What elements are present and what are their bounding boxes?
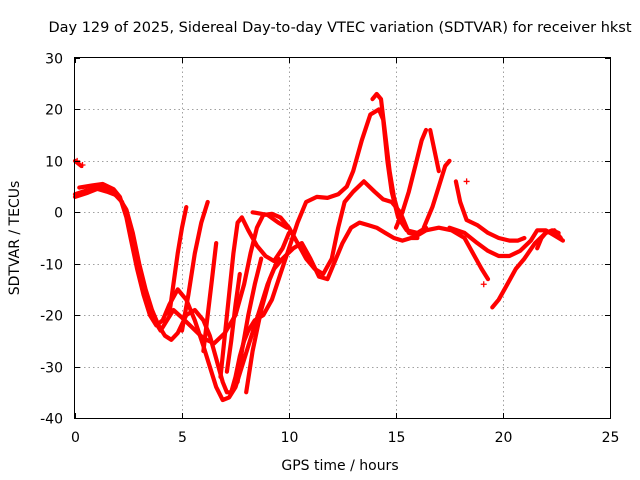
series-trace-arc-o (421, 158, 452, 230)
y-tick-label: -30 (40, 361, 63, 377)
series-trace-arc-p (428, 127, 441, 174)
y-axis-label: SDTVAR / TECUs (7, 181, 23, 296)
data-point-marker (480, 281, 487, 288)
series-trace-arc-n (393, 127, 429, 230)
x-tick-label: 5 (178, 430, 187, 446)
y-tick-label: 10 (45, 155, 63, 171)
data-point-marker (74, 157, 81, 164)
series-trace-arc-f (201, 241, 219, 354)
series-trace-arc-m (370, 91, 401, 215)
series-trace-arc-i (244, 256, 281, 395)
x-tick-label: 20 (495, 430, 513, 446)
data-point-marker (463, 178, 470, 185)
y-tick-label: -10 (40, 258, 63, 274)
x-tick-label: 0 (71, 430, 80, 446)
y-tick-label: -40 (40, 412, 63, 428)
data-point-marker (79, 161, 86, 168)
series-trace-arc-h (235, 256, 264, 385)
grid-lines (75, 58, 610, 418)
y-tick-label: 20 (45, 103, 63, 119)
x-tick-label: 10 (281, 430, 299, 446)
x-tick-label: 25 (602, 430, 620, 446)
series-trace-arc-c (77, 181, 420, 403)
series-trace-arc-j (224, 271, 242, 374)
y-tick-label: 0 (54, 206, 63, 222)
y-tick-label: 30 (45, 52, 63, 68)
data-traces (72, 91, 566, 403)
series-trace-arc-d (167, 205, 189, 318)
series-trace-arc-q (453, 179, 527, 243)
x-axis-label: GPS time / hours (281, 458, 398, 474)
y-tick-label: -20 (40, 309, 63, 325)
x-tick-label: 15 (388, 430, 406, 446)
series-trace-arc-e (179, 199, 210, 333)
plot-frame (74, 57, 611, 419)
series-trace-arc-k (250, 210, 289, 230)
series-trace-arc-g (218, 215, 292, 379)
chart-title: Day 129 of 2025, Sidereal Day-to-day VTE… (48, 20, 631, 36)
series-trace-arc-t (535, 228, 561, 251)
axis-ticks: 0 5 10 15 20 25 -40 -30 -20 -10 0 10 20 30 (40, 52, 619, 447)
